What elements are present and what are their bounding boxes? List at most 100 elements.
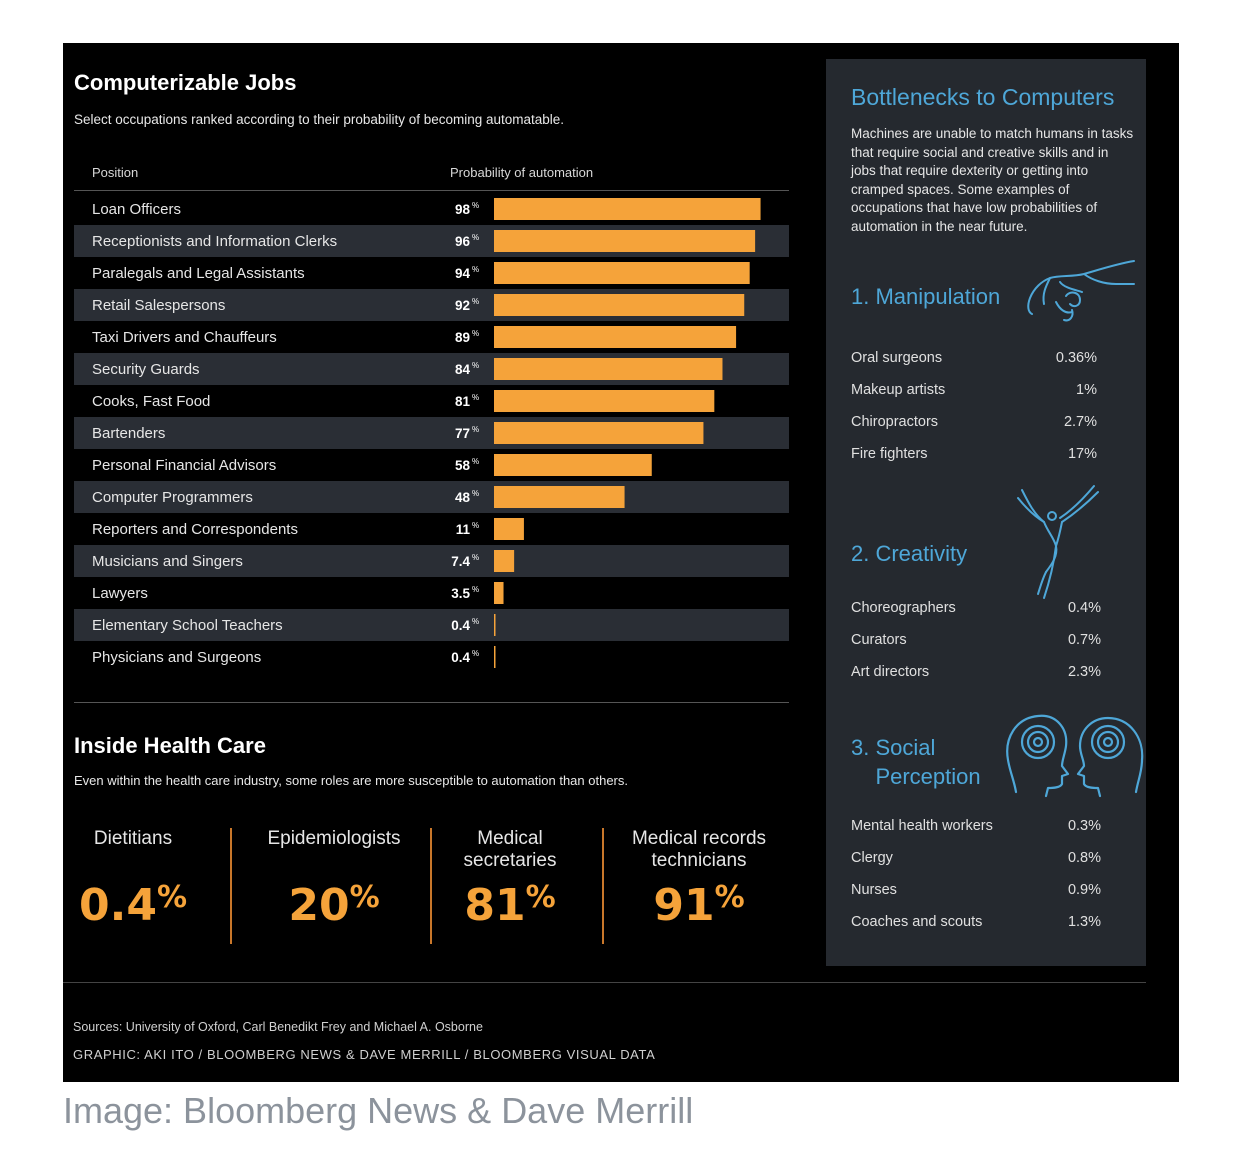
bar-category-label: Computer Programmers: [92, 489, 253, 506]
bar-unit-label: %: [472, 265, 479, 274]
bar-unit-label: %: [472, 585, 479, 594]
occupation-name: Art directors: [851, 664, 929, 680]
occupation-value: 17%: [1017, 446, 1097, 462]
bar-category-label: Physicians and Surgeons: [92, 649, 261, 666]
health-item-value: 0.4%: [74, 880, 192, 931]
health-item-label: Epidemiologists: [255, 828, 413, 850]
occupation-value: 0.4%: [1021, 600, 1101, 616]
bar-unit-label: %: [472, 457, 479, 466]
health-item-dietitians: Dietitians 0.4%: [74, 828, 192, 938]
bar-value-label: 84: [455, 362, 471, 377]
occupation-name: Curators: [851, 632, 907, 648]
bar: [494, 646, 496, 668]
health-item-value: 91%: [620, 880, 778, 931]
sidebar-intro: Machines are unable to match humans in t…: [851, 125, 1136, 237]
bar-unit-label: %: [472, 329, 479, 338]
bar-category-label: Musicians and Singers: [92, 553, 243, 570]
occupation-value: 0.3%: [1021, 818, 1101, 834]
occupation-name: Coaches and scouts: [851, 914, 982, 930]
bar: [494, 262, 750, 284]
health-item-epidemiologists: Epidemiologists 20%: [255, 828, 413, 938]
occupation-name: Oral surgeons: [851, 350, 942, 366]
bar-unit-label: %: [472, 649, 479, 658]
bar-value-label: 0.4: [451, 618, 470, 633]
bar: [494, 230, 755, 252]
category-title-manipulation: 1. Manipulation: [851, 282, 1000, 311]
bar-value-label: 89: [455, 330, 470, 345]
bar-value-label: 48: [455, 490, 471, 505]
bar-value-label: 94: [455, 266, 471, 281]
bar-category-label: Elementary School Teachers: [92, 617, 283, 634]
bar: [494, 358, 722, 380]
health-item-medical-secretaries: Medical secretaries 81%: [445, 828, 575, 938]
bar-category-label: Personal Financial Advisors: [92, 457, 276, 474]
bar-category-label: Reporters and Correspondents: [92, 521, 298, 538]
bar-value-label: 92: [455, 298, 470, 313]
graphic-credit: GRAPHIC: AKI ITO / BLOOMBERG NEWS & DAVE…: [73, 1047, 655, 1062]
bar-unit-label: %: [472, 617, 479, 626]
occupation-value: 0.36%: [1017, 350, 1097, 366]
bar: [494, 614, 496, 636]
bar-unit-label: %: [472, 201, 479, 210]
bar-category-label: Loan Officers: [92, 201, 181, 218]
bar: [494, 390, 714, 412]
footer-divider: [63, 982, 1146, 983]
bar: [494, 198, 761, 220]
bar: [494, 422, 703, 444]
category-title-creativity: 2. Creativity: [851, 539, 967, 568]
bar-value-label: 98: [455, 202, 471, 217]
health-subtitle: Even within the health care industry, so…: [74, 773, 628, 788]
occupation-value: 0.8%: [1021, 850, 1101, 866]
occupation-name: Chiropractors: [851, 414, 938, 430]
health-item-label: Medical records technicians: [620, 828, 778, 872]
occupation-name: Choreographers: [851, 600, 956, 616]
bar: [494, 454, 652, 476]
bar-unit-label: %: [472, 393, 479, 402]
heads-icon: [1000, 708, 1146, 798]
health-item-value: 81%: [445, 880, 575, 931]
bar-category-label: Cooks, Fast Food: [92, 393, 210, 410]
bar-value-label: 58: [455, 458, 471, 473]
bar-value-label: 7.4: [451, 554, 470, 569]
bar: [494, 294, 744, 316]
bar-unit-label: %: [472, 297, 479, 306]
sources-note: Sources: University of Oxford, Carl Bene…: [73, 1020, 483, 1034]
bar-category-label: Paralegals and Legal Assistants: [92, 265, 305, 282]
bar-category-label: Security Guards: [92, 361, 200, 378]
bar-unit-label: %: [472, 233, 479, 242]
bar-unit-label: %: [472, 521, 479, 530]
occupation-value: 1.3%: [1021, 914, 1101, 930]
bar-value-label: 0.4: [451, 650, 470, 665]
occupation-value: 2.3%: [1021, 664, 1101, 680]
occupation-name: Nurses: [851, 882, 897, 898]
health-separator: [602, 828, 604, 944]
occupation-name: Clergy: [851, 850, 893, 866]
bar: [494, 582, 504, 604]
occupation-name: Fire fighters: [851, 446, 928, 462]
bar-value-label: 3.5: [451, 586, 470, 601]
occupation-value: 0.9%: [1021, 882, 1101, 898]
bar: [494, 486, 625, 508]
bar-value-label: 77: [455, 426, 470, 441]
sidebar-title: Bottlenecks to Computers: [851, 84, 1114, 111]
health-separator: [230, 828, 232, 944]
bar-unit-label: %: [472, 425, 479, 434]
bar-value-label: 81: [455, 394, 471, 409]
health-item-label: Dietitians: [74, 828, 192, 850]
occupation-value: 1%: [1017, 382, 1097, 398]
health-item-value: 20%: [255, 880, 413, 931]
health-item-medical-records-technicians: Medical records technicians 91%: [620, 828, 778, 938]
bar-category-label: Receptionists and Information Clerks: [92, 233, 337, 250]
section-divider: [74, 702, 789, 703]
occupation-value: 0.7%: [1021, 632, 1101, 648]
bar-value-label: 96: [455, 234, 471, 249]
image-caption: Image: Bloomberg News & Dave Merrill: [63, 1090, 693, 1132]
occupation-name: Mental health workers: [851, 818, 993, 834]
bar-unit-label: %: [472, 361, 479, 370]
bar-unit-label: %: [472, 489, 479, 498]
health-title: Inside Health Care: [74, 733, 266, 759]
health-separator: [430, 828, 432, 944]
category-title-social-perception: 3. Social Perception: [851, 733, 981, 791]
occupation-value: 2.7%: [1017, 414, 1097, 430]
hand-icon: [1020, 258, 1138, 328]
